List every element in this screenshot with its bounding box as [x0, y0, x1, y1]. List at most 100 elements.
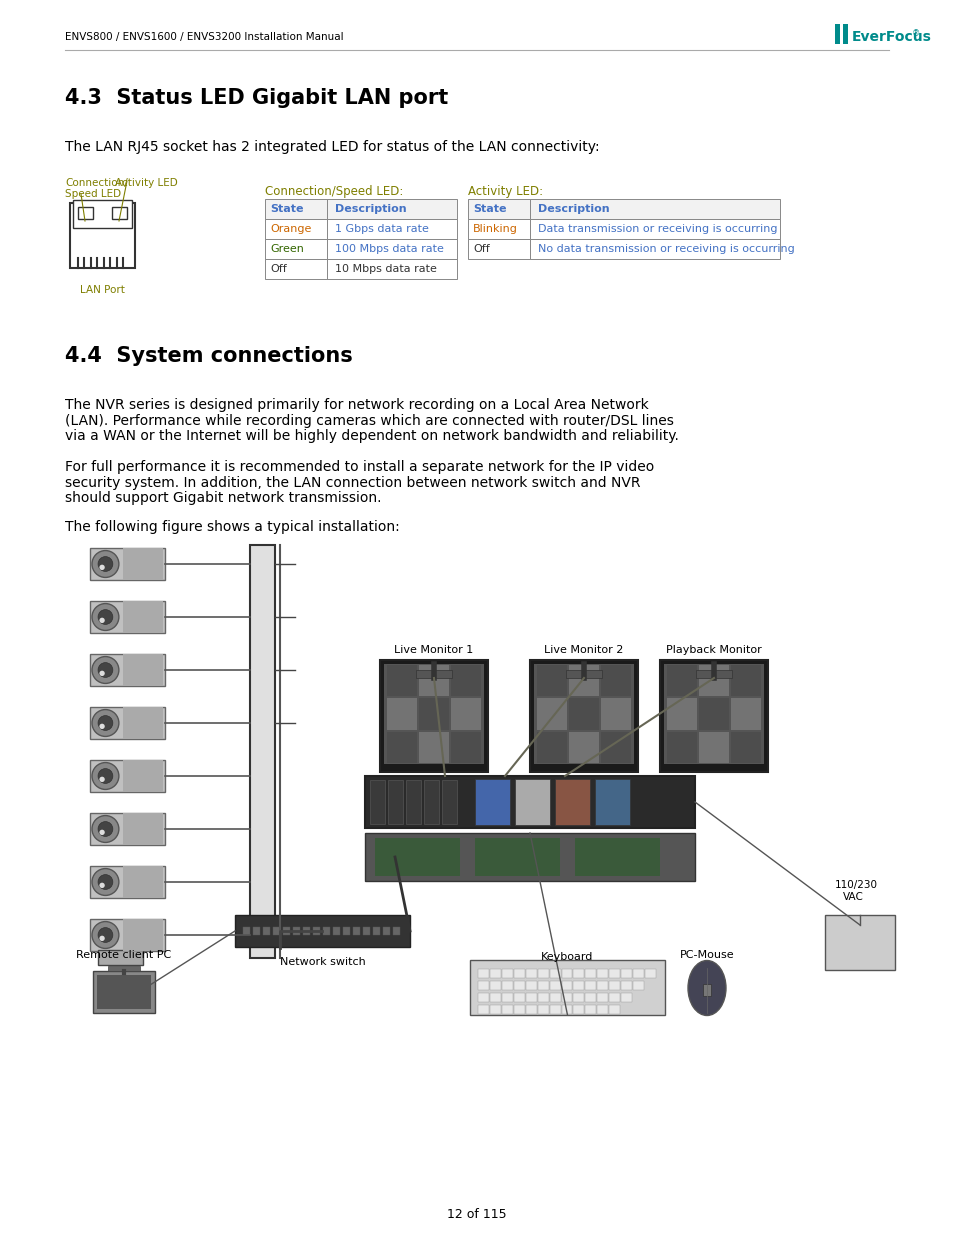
Circle shape — [91, 815, 119, 842]
Bar — [470, 960, 664, 1015]
Bar — [323, 927, 330, 935]
Text: Activity LED: Activity LED — [115, 178, 177, 188]
Bar — [573, 993, 584, 1002]
Bar — [609, 981, 619, 990]
Text: Playback Monitor: Playback Monitor — [665, 645, 761, 655]
Bar — [365, 776, 695, 827]
Bar — [633, 981, 643, 990]
Bar — [537, 993, 548, 1002]
Text: Description: Description — [335, 204, 406, 214]
Text: Live Monitor 1: Live Monitor 1 — [394, 645, 473, 655]
Bar — [534, 664, 634, 764]
Bar — [597, 981, 608, 990]
Bar — [525, 981, 537, 990]
Text: Orange: Orange — [270, 224, 311, 233]
Bar — [597, 969, 608, 978]
Bar — [530, 240, 780, 259]
Text: Green: Green — [270, 245, 304, 254]
Bar — [537, 981, 548, 990]
Bar — [568, 731, 598, 763]
Text: Connection/Speed LED:: Connection/Speed LED: — [265, 185, 403, 198]
Bar — [595, 779, 629, 825]
Bar — [243, 927, 250, 935]
Bar — [666, 731, 697, 763]
Bar — [514, 1005, 524, 1014]
Bar — [537, 664, 566, 697]
Bar — [384, 664, 483, 764]
Bar — [696, 671, 731, 678]
Bar — [824, 915, 894, 969]
Bar — [90, 548, 165, 580]
Bar — [273, 927, 280, 935]
Bar — [263, 927, 270, 935]
Circle shape — [91, 921, 119, 948]
Bar — [327, 199, 456, 219]
Bar — [842, 23, 847, 44]
Circle shape — [99, 830, 105, 835]
Bar — [327, 240, 456, 259]
Text: The NVR series is designed primarily for network recording on a Local Area Netwo: The NVR series is designed primarily for… — [65, 398, 648, 412]
Text: Blinking: Blinking — [473, 224, 517, 233]
Bar — [98, 950, 143, 965]
Bar — [659, 659, 767, 772]
Bar — [373, 927, 379, 935]
Bar — [525, 993, 537, 1002]
Bar — [573, 1005, 584, 1014]
Bar — [293, 927, 299, 935]
Bar — [90, 601, 165, 634]
Bar — [418, 698, 449, 730]
Bar — [388, 781, 402, 824]
Text: 1 Gbps data rate: 1 Gbps data rate — [335, 224, 429, 233]
Circle shape — [98, 768, 112, 783]
Bar — [418, 731, 449, 763]
Bar — [597, 1005, 608, 1014]
Bar — [123, 813, 163, 845]
Bar — [501, 1005, 513, 1014]
Bar — [644, 969, 656, 978]
Text: VAC: VAC — [842, 892, 863, 902]
Bar — [490, 1005, 500, 1014]
Bar — [468, 240, 530, 259]
Circle shape — [98, 610, 112, 625]
Text: Off: Off — [473, 245, 489, 254]
Text: 100 Mbps data rate: 100 Mbps data rate — [335, 245, 443, 254]
Circle shape — [98, 663, 112, 677]
Bar — [609, 993, 619, 1002]
Bar — [370, 781, 385, 824]
Circle shape — [98, 715, 112, 730]
Bar — [265, 259, 327, 279]
Bar — [549, 1005, 560, 1014]
Bar — [565, 671, 601, 678]
Text: For full performance it is recommended to install a separate network for the IP : For full performance it is recommended t… — [65, 459, 654, 474]
Text: Live Monitor 2: Live Monitor 2 — [544, 645, 623, 655]
Bar — [70, 203, 135, 268]
Bar — [585, 981, 596, 990]
Bar — [379, 659, 488, 772]
Bar — [475, 839, 559, 876]
Bar — [561, 993, 572, 1002]
Bar — [490, 981, 500, 990]
Bar — [123, 548, 163, 580]
Bar — [303, 927, 310, 935]
Bar — [123, 919, 163, 951]
Bar — [451, 664, 480, 697]
Text: Network switch: Network switch — [279, 957, 365, 967]
Bar — [620, 993, 632, 1002]
Bar — [477, 993, 489, 1002]
Bar — [537, 1005, 548, 1014]
Bar — [477, 981, 489, 990]
Bar — [537, 731, 566, 763]
Bar — [477, 1005, 489, 1014]
Bar — [549, 981, 560, 990]
Bar — [514, 993, 524, 1002]
Bar — [561, 969, 572, 978]
Bar — [327, 219, 456, 240]
Text: LAN Port: LAN Port — [79, 285, 124, 295]
Text: Keyboard: Keyboard — [540, 952, 593, 962]
Bar — [90, 813, 165, 845]
Bar — [515, 779, 550, 825]
Text: PC-Mouse: PC-Mouse — [679, 950, 734, 960]
Text: Activity LED:: Activity LED: — [468, 185, 542, 198]
Bar — [327, 259, 456, 279]
Bar — [253, 927, 260, 935]
